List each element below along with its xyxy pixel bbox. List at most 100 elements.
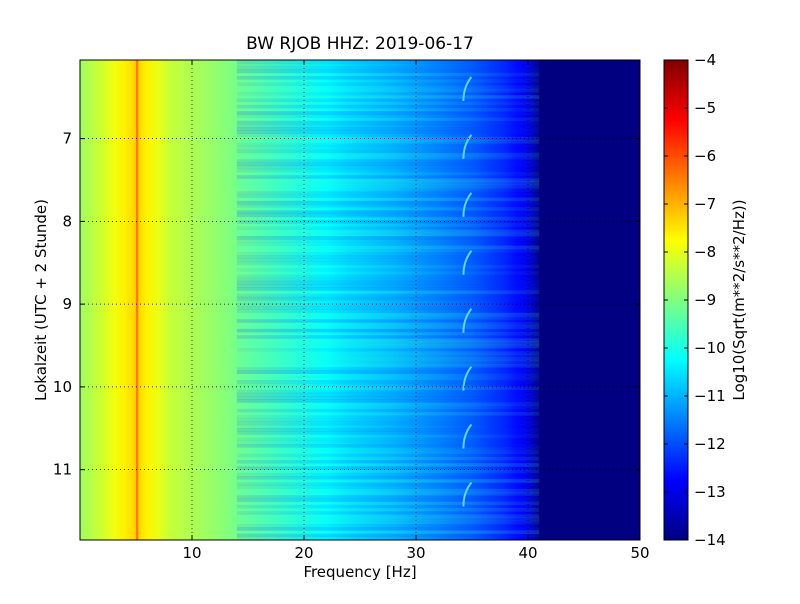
texture-row <box>236 431 540 435</box>
x-tick-label: 30 <box>406 544 425 562</box>
y-tick-label: 10 <box>53 378 72 396</box>
texture-row <box>236 511 540 515</box>
texture-row <box>236 424 540 429</box>
chirp-mark <box>462 365 473 391</box>
texture-row <box>236 389 540 394</box>
texture-row <box>236 434 540 438</box>
y-axis-label: Lokalzeit (UTC + 2 Stunde) <box>32 199 50 401</box>
colorbar-tick-label: −14 <box>694 531 726 549</box>
texture-row <box>236 152 540 157</box>
texture-row <box>236 338 540 342</box>
texture-row <box>236 213 540 218</box>
texture-row <box>236 373 540 378</box>
texture-row <box>236 181 540 186</box>
texture-row <box>236 316 540 320</box>
texture-row <box>236 146 540 150</box>
texture-row <box>236 156 540 160</box>
texture-row <box>236 354 540 358</box>
texture-row <box>236 85 540 90</box>
texture-row <box>236 450 540 454</box>
texture-row <box>236 60 540 64</box>
texture-row <box>236 501 540 506</box>
texture-row <box>236 261 540 266</box>
texture-row <box>236 92 540 96</box>
texture-row <box>236 159 540 163</box>
texture-row <box>236 485 540 490</box>
texture-row <box>236 258 540 262</box>
texture-row <box>236 412 540 416</box>
spectrogram-background <box>80 60 640 540</box>
texture-row <box>236 421 540 426</box>
texture-row <box>236 536 540 540</box>
texture-row <box>236 399 540 403</box>
texture-row <box>236 69 540 74</box>
texture-row <box>236 79 540 83</box>
texture-row <box>236 204 540 208</box>
texture-row <box>236 280 540 285</box>
texture-row <box>236 140 540 144</box>
texture-row <box>236 149 540 154</box>
texture-row <box>236 143 540 147</box>
texture-row <box>236 127 540 131</box>
texture-row <box>236 194 540 198</box>
colorbar-tick-label: −5 <box>694 99 716 117</box>
texture-row <box>236 479 540 483</box>
texture-row <box>236 322 540 326</box>
colorbar-tick-label: −10 <box>694 339 726 357</box>
texture-row <box>236 495 540 499</box>
texture-row <box>236 335 540 339</box>
chirp-mark <box>462 481 473 507</box>
texture-row <box>236 120 540 125</box>
texture-row <box>236 188 540 192</box>
y-tick-label: 11 <box>53 461 72 479</box>
colorbar-tick-label: −12 <box>694 435 726 453</box>
texture-row <box>236 191 540 195</box>
texture-row <box>236 66 540 70</box>
texture-row <box>236 248 540 253</box>
colorbar-label: Log10(Sqrt(m**2/s**2/Hz)) <box>730 199 748 400</box>
colorbar-tick-label: −9 <box>694 291 716 309</box>
x-tick-label: 10 <box>182 544 201 562</box>
x-axis-label: Frequency [Hz] <box>303 563 416 581</box>
texture-row <box>236 175 540 179</box>
texture-row <box>236 319 540 323</box>
spectral-line-5hz <box>135 60 139 540</box>
texture-row <box>236 232 540 237</box>
colorbar-tick-label: −13 <box>694 483 726 501</box>
texture-row <box>236 114 540 118</box>
texture-row <box>236 364 540 368</box>
texture-row <box>236 408 540 413</box>
texture-row <box>236 341 540 346</box>
texture-row <box>236 300 540 304</box>
texture-row <box>236 444 540 448</box>
texture-row <box>236 133 540 138</box>
texture-row <box>236 197 540 202</box>
texture-row <box>236 437 540 442</box>
texture-row <box>236 284 540 288</box>
texture-row <box>236 466 540 470</box>
texture-row <box>236 482 540 486</box>
colorbar-tick-label: −11 <box>694 387 726 405</box>
texture-row <box>236 463 540 467</box>
texture-row <box>236 101 540 106</box>
x-tick-label: 50 <box>630 544 649 562</box>
chart-title: BW RJOB HHZ: 2019-06-17 <box>246 34 474 54</box>
texture-row <box>236 88 540 93</box>
texture-row <box>236 504 540 509</box>
chirp-mark <box>462 192 473 217</box>
texture-row <box>236 492 540 496</box>
texture-row <box>236 386 540 390</box>
texture-row <box>236 325 540 330</box>
chirp-mark <box>462 134 473 159</box>
colorbar-ticks: −4 −5 −6 −7 −8 −9 −10 −11 −12 −13 −14 <box>664 51 726 549</box>
x-tick-label: 20 <box>294 544 313 562</box>
texture-row <box>236 367 540 371</box>
texture-row <box>236 108 540 112</box>
chirp-mark <box>462 250 473 275</box>
texture-row <box>236 328 540 333</box>
texture-row <box>236 268 540 272</box>
texture-row <box>236 447 540 451</box>
x-ticks: 10 20 30 40 50 <box>182 60 650 562</box>
texture-row <box>236 82 540 86</box>
